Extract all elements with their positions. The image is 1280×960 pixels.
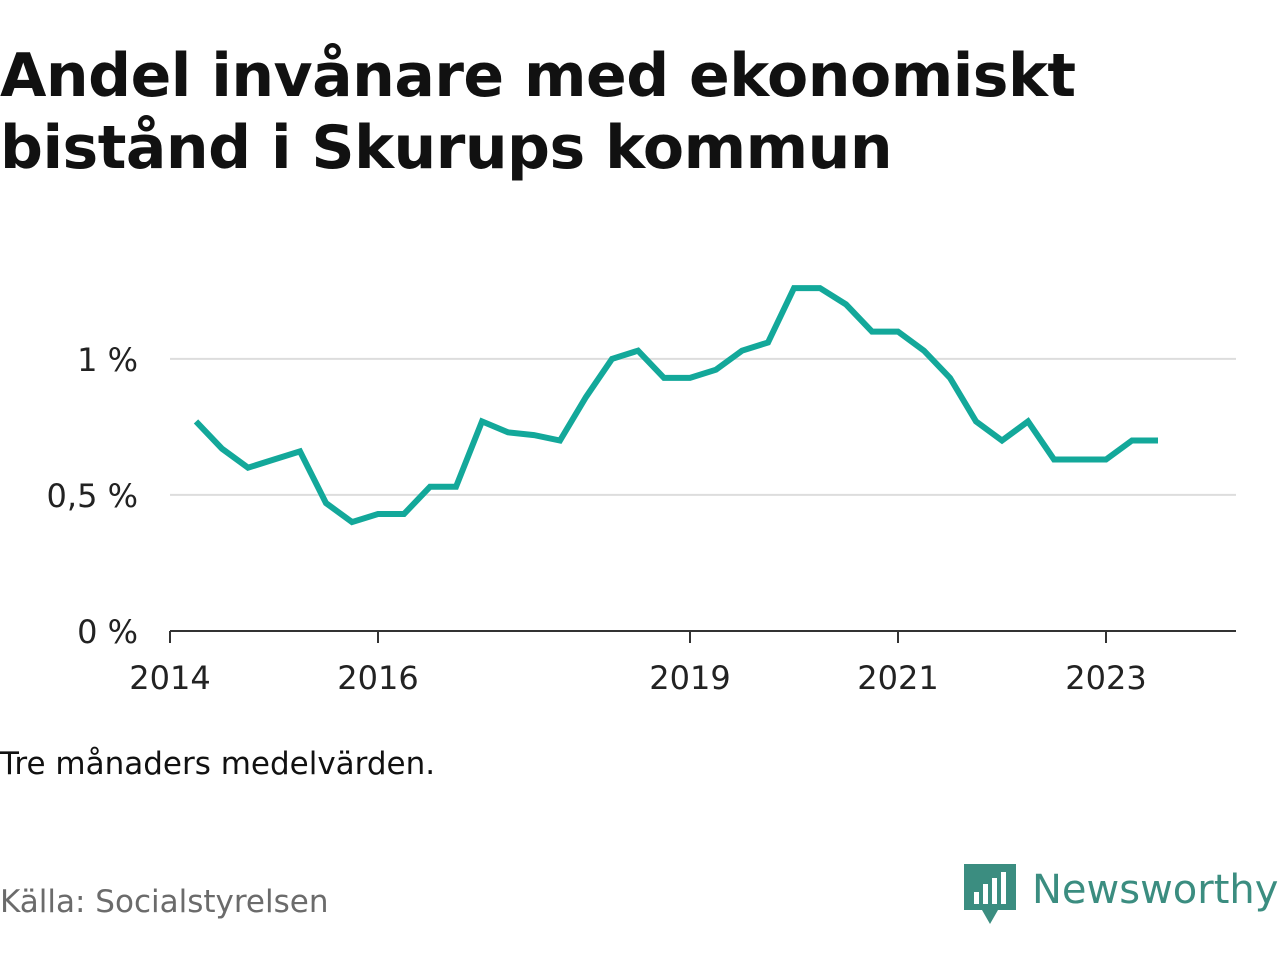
data-point xyxy=(635,348,641,354)
data-point xyxy=(713,367,719,373)
data-point xyxy=(271,457,277,463)
data-point xyxy=(947,375,953,381)
data-point xyxy=(921,348,927,354)
data-point xyxy=(973,418,979,424)
brand-logo[interactable]: Newsworthy xyxy=(964,862,1280,926)
data-point xyxy=(661,375,667,381)
x-axis xyxy=(169,630,1236,643)
data-point xyxy=(609,356,615,362)
data-point xyxy=(1129,438,1135,444)
data-point xyxy=(349,519,355,525)
data-point xyxy=(427,484,433,490)
data-point xyxy=(1077,457,1083,463)
series-line xyxy=(193,285,1158,526)
data-point xyxy=(193,418,199,424)
data-point xyxy=(765,340,771,346)
data-point xyxy=(401,511,407,517)
data-point xyxy=(687,375,693,381)
line-chart: 0 % 0,5 % 1 % 2014 2016 2019 2021 2023 xyxy=(47,285,1236,697)
newsworthy-logo-icon xyxy=(964,864,1016,924)
y-tick-label: 1 % xyxy=(77,341,138,379)
data-point xyxy=(895,329,901,335)
data-point xyxy=(843,301,849,307)
series-layer xyxy=(193,285,1161,526)
chart-note: Tre månaders medelvärden. xyxy=(0,746,436,782)
data-point xyxy=(479,418,485,424)
y-tick-label: 0,5 % xyxy=(47,477,138,515)
y-tick-label: 0 % xyxy=(77,613,138,651)
x-tick-label: 2016 xyxy=(337,659,418,697)
data-point xyxy=(791,285,797,291)
x-axis-labels: 2014 2016 2019 2021 2023 xyxy=(129,659,1146,697)
data-point xyxy=(869,329,875,335)
data-point xyxy=(245,465,251,471)
data-point xyxy=(505,429,511,435)
x-tick-label: 2014 xyxy=(129,659,210,697)
data-point xyxy=(453,484,459,490)
data-point xyxy=(219,446,225,452)
data-point xyxy=(1051,457,1057,463)
data-point xyxy=(557,438,563,444)
data-point xyxy=(531,432,537,438)
data-point xyxy=(375,511,381,517)
brand-name: Newsworthy xyxy=(1032,867,1279,913)
data-point xyxy=(817,285,823,291)
source-credit: Källa: Socialstyrelsen xyxy=(0,884,329,920)
gridlines xyxy=(170,357,1236,496)
data-point xyxy=(1025,418,1031,424)
data-point xyxy=(297,448,303,454)
x-tick-label: 2021 xyxy=(857,659,938,697)
data-point xyxy=(1155,438,1161,444)
data-point xyxy=(583,394,589,400)
x-tick-label: 2019 xyxy=(649,659,730,697)
data-point xyxy=(1103,457,1109,463)
chart-title: Andel invånare med ekonomiskt bistånd i … xyxy=(0,41,1076,183)
x-tick-label: 2023 xyxy=(1065,659,1146,697)
y-axis-labels: 0 % 0,5 % 1 % xyxy=(47,341,138,651)
data-point xyxy=(999,438,1005,444)
data-point xyxy=(323,500,329,506)
data-point xyxy=(739,348,745,354)
